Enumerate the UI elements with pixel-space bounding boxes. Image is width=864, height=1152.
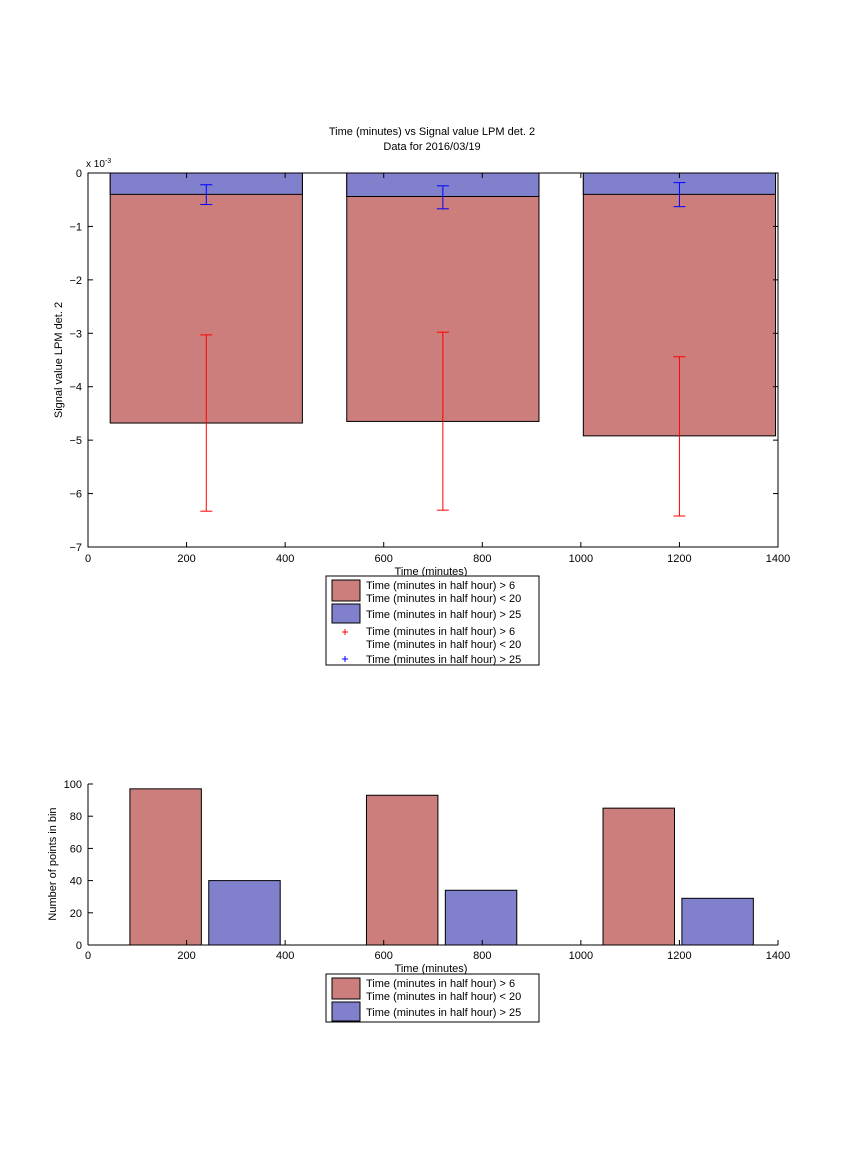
- top-xtick-label-1200: 1200: [667, 553, 691, 565]
- bottom-ytick-label-0: 0: [76, 940, 82, 952]
- bottom-chart-bars: [129, 788, 754, 946]
- top-legend-label-1-1: Time (minutes in half hour) > 6: [366, 580, 515, 592]
- bottom-legend-label-1-1: Time (minutes in half hour) > 6: [366, 978, 515, 990]
- bottom-legend-box: [325, 973, 540, 1023]
- top-chart-exponent-power: -3: [105, 158, 111, 165]
- bottom-ytick-label-40: 40: [70, 876, 82, 888]
- top-errorbar-series2-3: [673, 182, 686, 208]
- top-errorbar-series1-2: [436, 331, 449, 511]
- top-chart-exponent: x 10-3: [86, 158, 111, 170]
- bottom-legend-label-1-2: Time (minutes in half hour) < 20: [366, 991, 521, 1003]
- top-xtick-label-1400: 1400: [766, 553, 790, 565]
- top-chart-ticks: 0 200 400 600 800 1000 1200 1400 0 −1 −2 −3 −4 −5 −6 −7: [69, 168, 790, 565]
- top-errorbar-series2-1: [200, 184, 213, 206]
- top-chart-exponent-base: x 10: [86, 159, 105, 170]
- top-legend-label-1-2: Time (minutes in half hour) < 20: [366, 593, 521, 605]
- bottom-bar-series1-2: [365, 794, 439, 946]
- top-errorbar-series1-1: [200, 334, 213, 512]
- top-xtick-label-0: 0: [85, 553, 91, 565]
- top-ytick-label-6: −6: [69, 489, 82, 501]
- bottom-legend-swatch-1: [331, 977, 361, 1000]
- bottom-bar-series2-3: [681, 897, 754, 946]
- top-ytick-label-0: 0: [76, 168, 82, 180]
- top-xtick-label-600: 600: [375, 553, 393, 565]
- top-chart-error-bars: [200, 182, 686, 517]
- top-chart-xlabel: Time (minutes): [395, 566, 468, 578]
- top-xtick-label-200: 200: [177, 553, 195, 565]
- top-ytick-label-3: −3: [69, 328, 82, 340]
- bottom-legend-entry-2: Time (minutes in half hour) > 25: [331, 1001, 521, 1022]
- top-chart-axes-box: [87, 172, 779, 548]
- bottom-ytick-label-100: 100: [64, 779, 82, 791]
- bottom-xtick-label-1000: 1000: [569, 950, 593, 962]
- bottom-bar-series2-1: [208, 880, 281, 946]
- top-errorbar-series1-3: [673, 356, 686, 517]
- bottom-xtick-label-600: 600: [375, 950, 393, 962]
- bottom-bar-series1-3: [602, 807, 675, 946]
- bottom-xtick-label-1400: 1400: [766, 950, 790, 962]
- bottom-ytick-label-20: 20: [70, 908, 82, 920]
- bottom-xtick-label-800: 800: [473, 950, 491, 962]
- top-ytick-label-2: −2: [69, 275, 82, 287]
- top-ytick-label-1: −1: [69, 221, 82, 233]
- bottom-xtick-label-0: 0: [85, 950, 91, 962]
- bottom-ytick-label-80: 80: [70, 811, 82, 823]
- top-chart: Time (minutes) vs Signal value LPM det. …: [53, 126, 790, 666]
- top-legend-label-3-1: Time (minutes in half hour) > 6: [366, 626, 515, 638]
- top-legend-label-2-1: Time (minutes in half hour) > 25: [366, 609, 521, 621]
- bottom-chart: 0 200 400 600 800 1000 1200 1400 0 20 40 60 80 100 Ti…: [47, 779, 791, 1023]
- bottom-chart-xlabel: Time (minutes): [395, 963, 468, 975]
- bottom-xtick-label-400: 400: [276, 950, 294, 962]
- top-legend-entry-2: Time (minutes in half hour) > 25: [331, 603, 521, 624]
- top-legend-label-4-1: Time (minutes in half hour) > 25: [366, 654, 521, 666]
- top-xtick-label-1000: 1000: [569, 553, 593, 565]
- top-xtick-label-800: 800: [473, 553, 491, 565]
- bottom-legend-label-2-1: Time (minutes in half hour) > 25: [366, 1007, 521, 1019]
- top-chart-subtitle: Data for 2016/03/19: [383, 141, 480, 153]
- top-legend-swatch-1: [331, 579, 361, 602]
- top-legend-swatch-2: [331, 603, 361, 624]
- top-ytick-label-5: −5: [69, 435, 82, 447]
- top-ytick-label-7: −7: [69, 542, 82, 554]
- top-ytick-label-4: −4: [69, 382, 82, 394]
- bottom-chart-ticks: 0 200 400 600 800 1000 1200 1400 0 20 40 60 80 100: [64, 779, 791, 962]
- top-legend-label-3-2: Time (minutes in half hour) < 20: [366, 639, 521, 651]
- top-chart-ylabel: Signal value LPM det. 2: [53, 302, 65, 418]
- bottom-xtick-label-200: 200: [177, 950, 195, 962]
- top-legend-entry-4: Time (minutes in half hour) > 25: [342, 654, 521, 666]
- bottom-bar-series2-2: [444, 889, 518, 946]
- top-xtick-label-400: 400: [276, 553, 294, 565]
- bottom-xtick-label-1200: 1200: [667, 950, 691, 962]
- top-legend-box: [325, 575, 540, 666]
- bottom-legend-swatch-2: [331, 1001, 361, 1022]
- bottom-bar-series1-1: [129, 788, 202, 946]
- top-errorbar-series2-2: [436, 185, 449, 210]
- top-chart-title: Time (minutes) vs Signal value LPM det. …: [329, 126, 535, 138]
- bottom-ytick-label-60: 60: [70, 843, 82, 855]
- bottom-chart-ylabel: Number of points in bin: [47, 807, 59, 920]
